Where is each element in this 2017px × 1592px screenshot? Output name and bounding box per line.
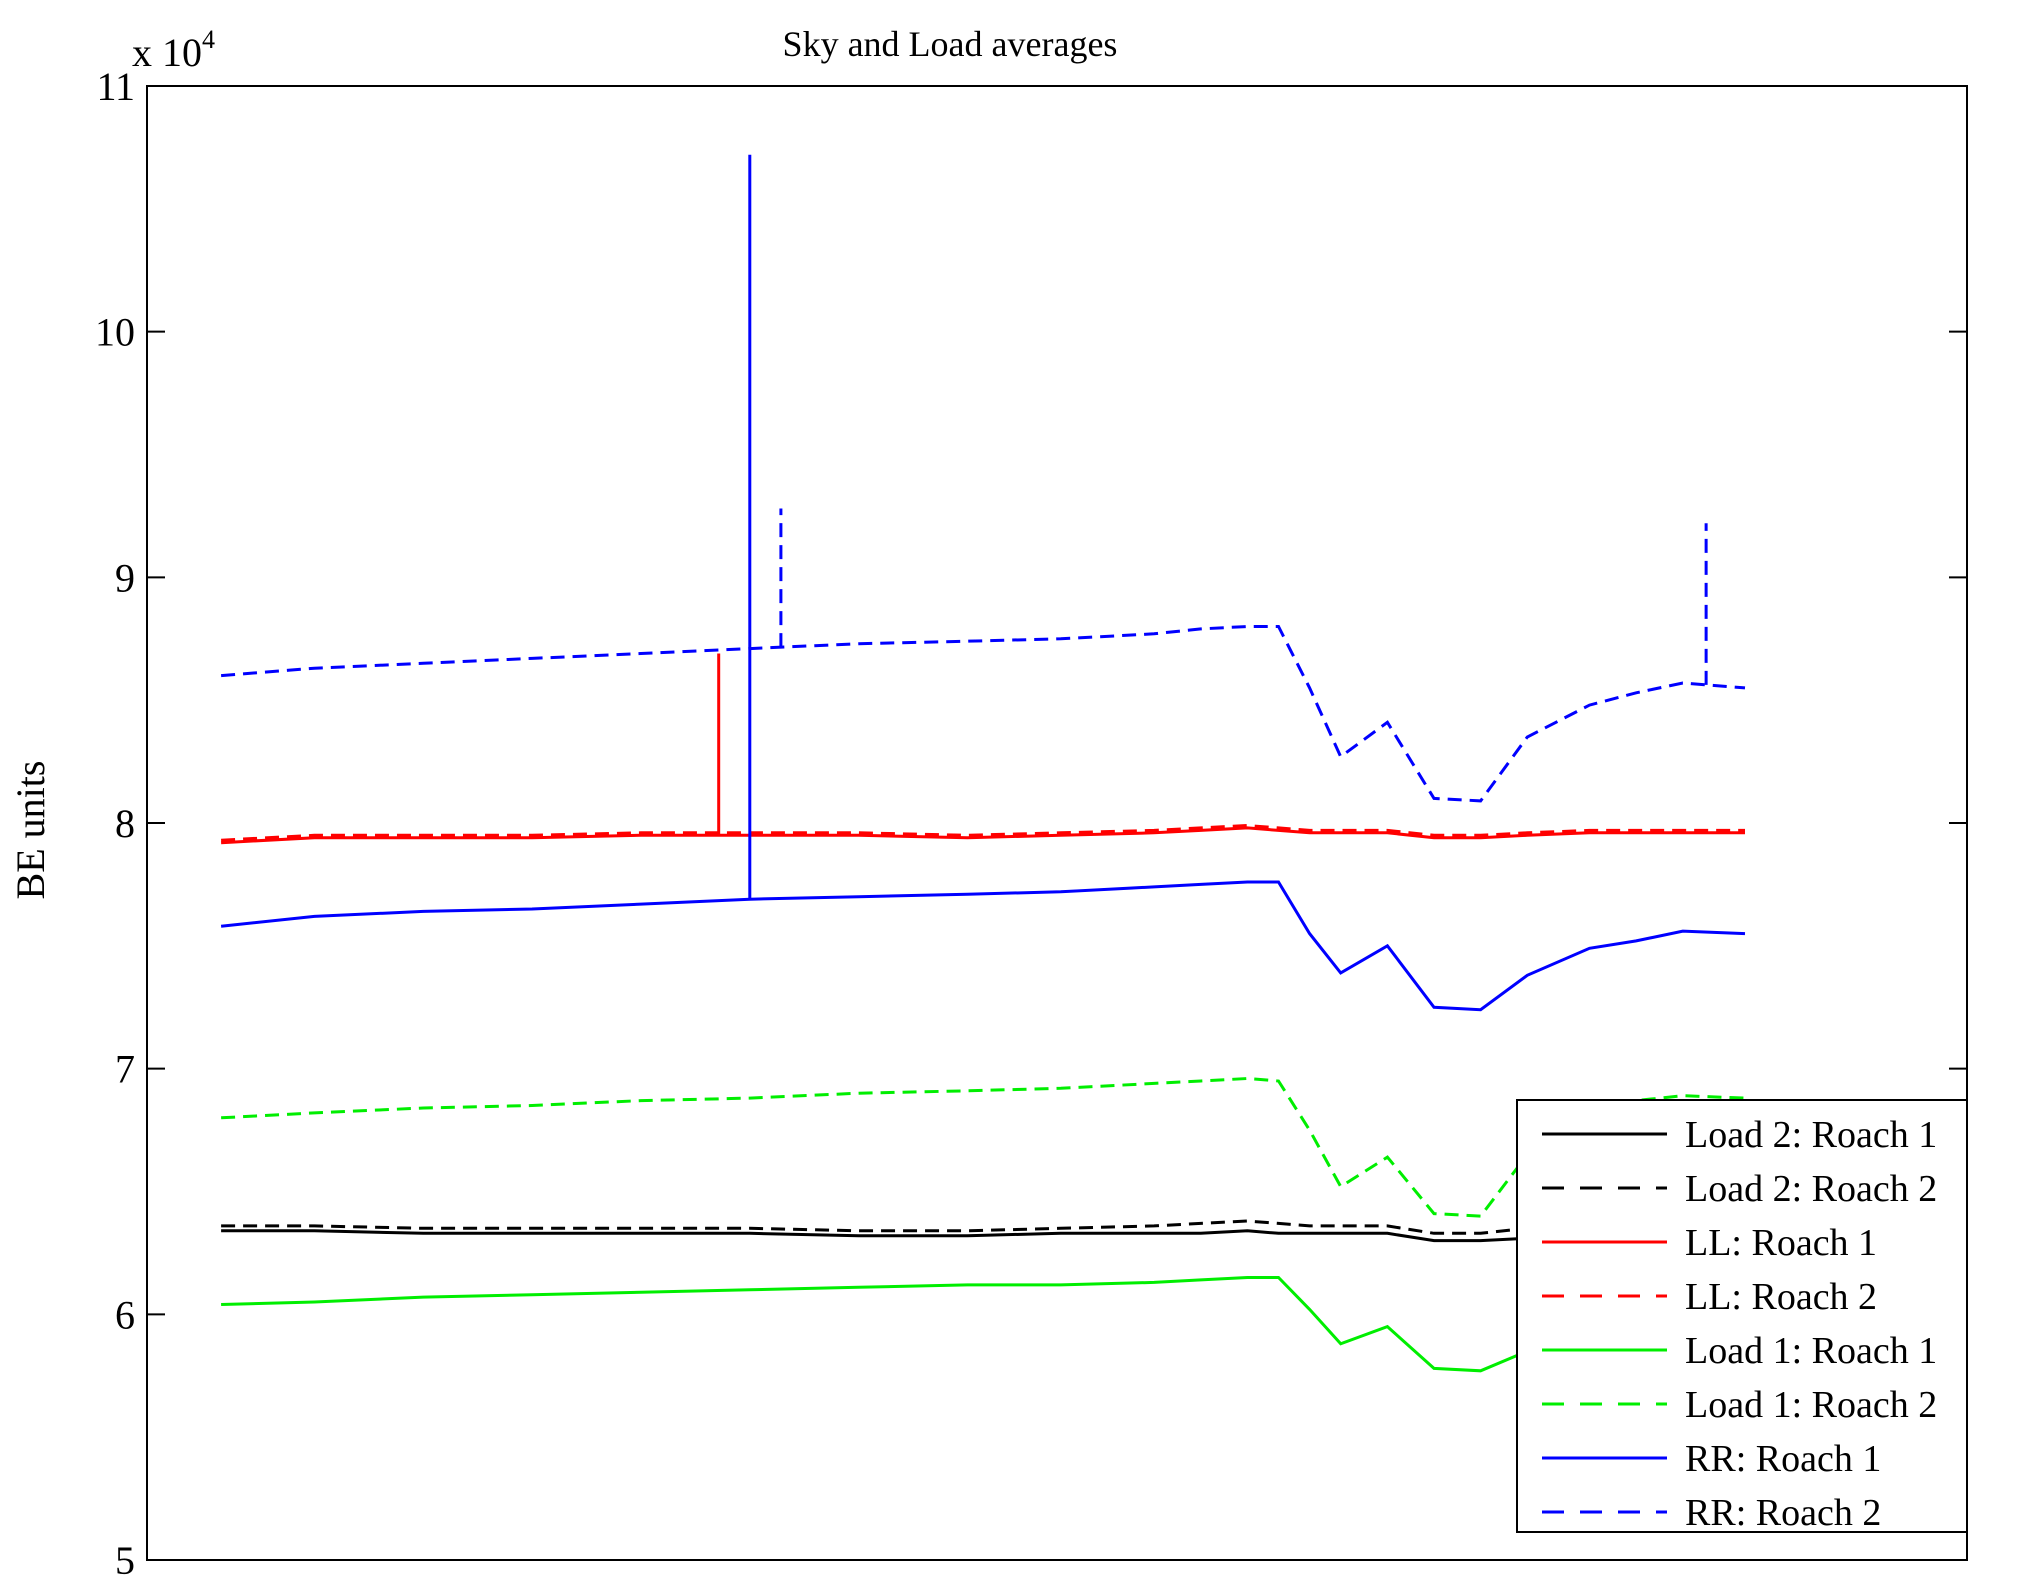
y-axis-label: BE units	[8, 761, 53, 900]
y-tick-label: 5	[115, 1538, 135, 1583]
legend-label: LL: Roach 2	[1685, 1276, 1877, 1318]
y-tick-label: 7	[115, 1047, 135, 1092]
series-line-ll-roach-2	[221, 823, 1745, 842]
legend-label: Load 2: Roach 1	[1685, 1114, 1937, 1156]
legend-label: Load 1: Roach 2	[1685, 1384, 1937, 1426]
legend: Load 2: Roach 1 Load 2: Roach 2 LL: Roach …	[1516, 1099, 1968, 1534]
series-line-rr-roach-2	[220, 625, 1746, 803]
y-tick-label: 11	[96, 64, 135, 109]
legend-label: Load 1: Roach 1	[1685, 1330, 1937, 1372]
legend-label: Load 2: Roach 2	[1685, 1168, 1937, 1210]
legend-box	[1516, 1099, 1968, 1533]
y-tick-label: 6	[115, 1292, 135, 1337]
legend-label: LL: Roach 1	[1685, 1222, 1877, 1264]
y-ticks: 5 6 7 8 9 10 11	[95, 64, 1967, 1583]
y-tick-label: 8	[115, 801, 135, 846]
exponent-label: x 104	[132, 25, 215, 75]
legend-label: RR: Roach 1	[1685, 1438, 1881, 1480]
y-tick-label: 10	[95, 310, 135, 355]
chart-title: Sky and Load averages	[783, 24, 1118, 64]
y-tick-label: 9	[115, 555, 135, 600]
legend-label: RR: Roach 2	[1685, 1492, 1881, 1534]
series-line-rr-roach-1	[220, 880, 1746, 1012]
series-line-ll-roach-1	[221, 826, 1745, 845]
